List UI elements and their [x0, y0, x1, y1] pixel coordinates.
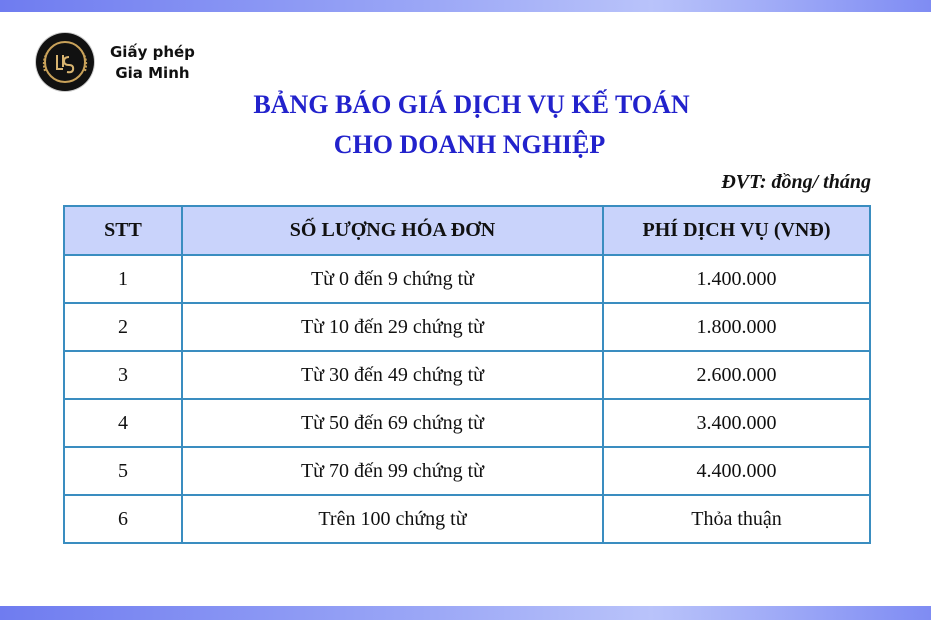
bottom-decor-bar: [0, 606, 931, 620]
stt-cell: 3: [63, 350, 183, 400]
fee-cell: 1.400.000: [602, 254, 871, 304]
brand-line1: Giấy phép: [110, 43, 195, 61]
table-row: 6 Trên 100 chứng từ Thỏa thuận: [63, 494, 871, 544]
header-invoice-count: SỐ LƯỢNG HÓA ĐƠN: [181, 205, 604, 256]
table-row: 3 Từ 30 đến 49 chứng từ 2.600.000: [63, 350, 871, 400]
table-row: 1 Từ 0 đến 9 chứng từ 1.400.000: [63, 254, 871, 304]
page-title-line2: CHO DOANH NGHIỆP: [333, 130, 606, 159]
invoice-count-cell: Trên 100 chứng từ: [181, 494, 604, 544]
price-table: STT SỐ LƯỢNG HÓA ĐƠN PHÍ DỊCH VỤ (VNĐ) 1…: [63, 205, 871, 544]
fee-cell: 4.400.000: [602, 446, 871, 496]
table-row: 2 Từ 10 đến 29 chứng từ 1.800.000: [63, 302, 871, 352]
stt-cell: 6: [63, 494, 183, 544]
stt-cell: 1: [63, 254, 183, 304]
invoice-count-cell: Từ 10 đến 29 chứng từ: [181, 302, 604, 352]
page-title-line1: BẢNG BÁO GIÁ DỊCH VỤ KẾ TOÁN: [253, 90, 690, 119]
table-row: 5 Từ 70 đến 99 chứng từ 4.400.000: [63, 446, 871, 496]
invoice-count-cell: Từ 0 đến 9 chứng từ: [181, 254, 604, 304]
gia-minh-logo: [36, 33, 94, 91]
stt-cell: 4: [63, 398, 183, 448]
brand-line2: Gia Minh: [115, 64, 190, 82]
stt-cell: 5: [63, 446, 183, 496]
table-header-row: STT SỐ LƯỢNG HÓA ĐƠN PHÍ DỊCH VỤ (VNĐ): [63, 205, 871, 256]
table-row: 4 Từ 50 đến 69 chứng từ 3.400.000: [63, 398, 871, 448]
brand-name: Giấy phép Gia Minh: [110, 42, 195, 84]
fee-cell: 1.800.000: [602, 302, 871, 352]
fee-cell: 2.600.000: [602, 350, 871, 400]
header-stt: STT: [63, 205, 183, 256]
invoice-count-cell: Từ 50 đến 69 chứng từ: [181, 398, 604, 448]
invoice-count-cell: Từ 30 đến 49 chứng từ: [181, 350, 604, 400]
stt-cell: 2: [63, 302, 183, 352]
fee-cell: Thỏa thuận: [602, 494, 871, 544]
invoice-count-cell: Từ 70 đến 99 chứng từ: [181, 446, 604, 496]
top-decor-bar: [0, 0, 931, 12]
header-service-fee: PHÍ DỊCH VỤ (VNĐ): [602, 205, 871, 256]
fee-cell: 3.400.000: [602, 398, 871, 448]
unit-label: ĐVT: đồng/ tháng: [721, 171, 871, 193]
